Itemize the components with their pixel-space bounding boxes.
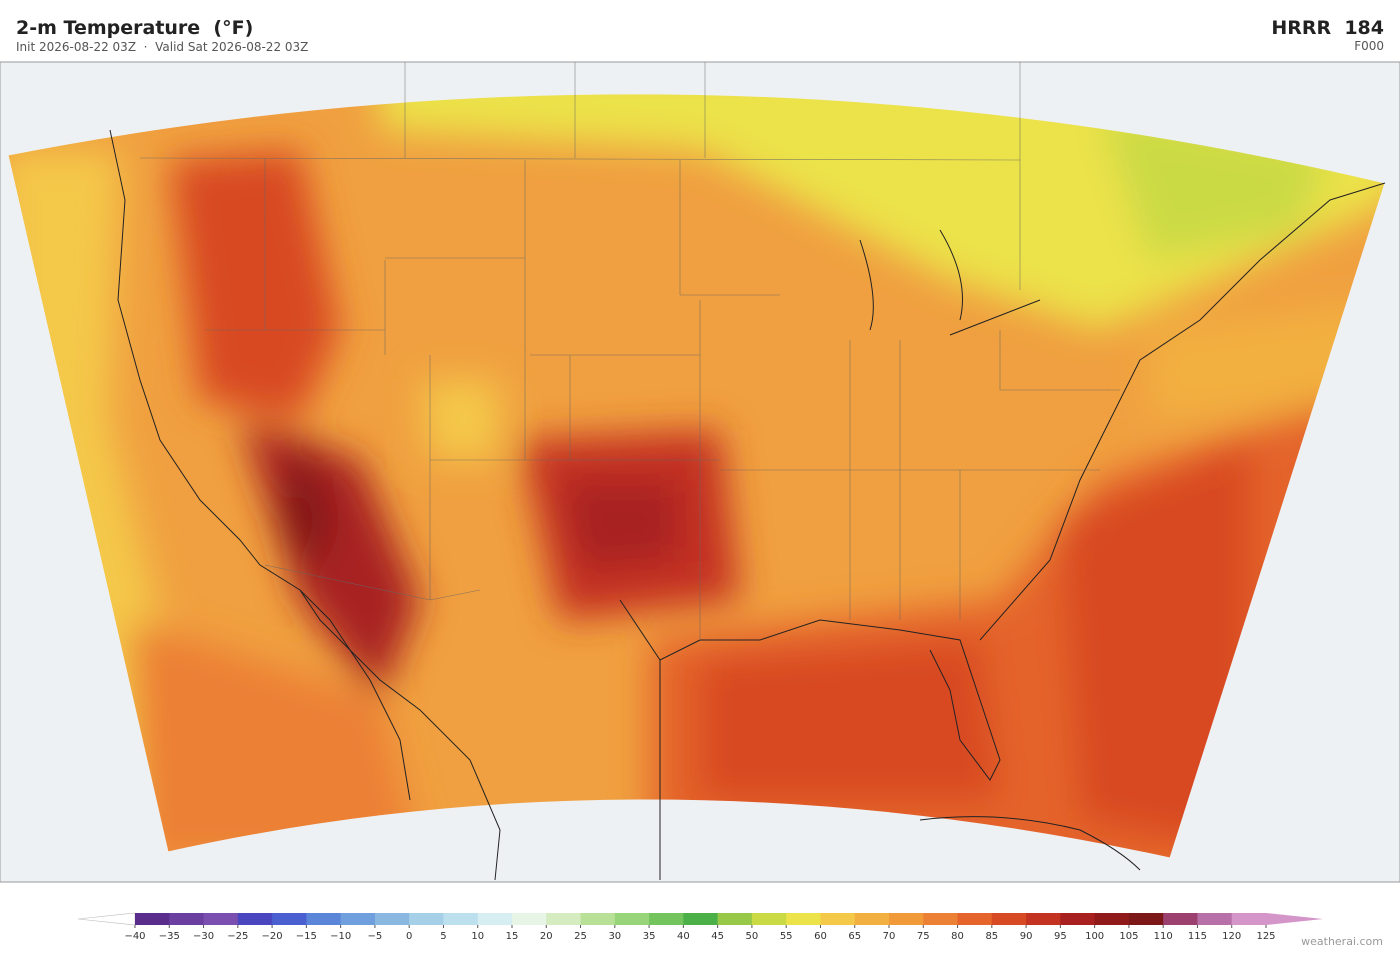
colorbar-segment — [546, 913, 582, 925]
colorbar-tick-label: −40 — [124, 931, 145, 942]
state-borders — [139, 62, 1120, 640]
colorbar-segment — [991, 913, 1027, 925]
forecast-hour: F000 — [1354, 39, 1384, 53]
colorbar-tick-label: 5 — [440, 931, 446, 942]
colorbar-segment — [751, 913, 787, 925]
colorbar-tick-label: 100 — [1085, 931, 1104, 942]
colorbar-tick-label: 20 — [540, 931, 553, 942]
colorbar-tick-label: −15 — [296, 931, 317, 942]
colorbar-segment — [1231, 913, 1267, 925]
colorbar-segment — [306, 913, 342, 925]
colorbar-tick-label: 35 — [643, 931, 656, 942]
colorbar-segment — [409, 913, 444, 925]
title: 2-m Temperature (°F) — [16, 17, 253, 39]
colorbar-segment — [272, 913, 307, 925]
colorbar-segment — [957, 913, 993, 925]
colorbar-tick-label: −10 — [330, 931, 351, 942]
colorbar: −40 −35 −30 −25 −20 −15 −10 −5 0 5 10 15 20 25 30 35 40 4… — [77, 912, 1323, 942]
colorbar-tick-label: 95 — [1054, 931, 1067, 942]
colorbar-tick-label: −20 — [262, 931, 283, 942]
colorbar-tick-label: 90 — [1020, 931, 1033, 942]
colorbar-segment — [443, 913, 479, 925]
colorbar-tick-label: 45 — [711, 931, 724, 942]
colorbar-segment — [477, 913, 513, 925]
colorbar-segment — [374, 913, 410, 925]
colorbar-tick-label: 75 — [917, 931, 930, 942]
colorbar-segment — [923, 913, 959, 925]
colorbar-segment — [854, 913, 890, 925]
colorbar-segment — [820, 913, 856, 925]
colorbar-tick-label: 60 — [814, 931, 827, 942]
colorbar-tick-label: 70 — [883, 931, 896, 942]
colorbar-segment — [683, 913, 719, 925]
colorbar-tick-label: 65 — [848, 931, 861, 942]
colorbar-tick-label: −35 — [159, 931, 180, 942]
colorbar-tick-label: 10 — [471, 931, 484, 942]
colorbar-under — [77, 912, 136, 926]
colorbar-segment — [717, 913, 753, 925]
model-label: HRRR 184 — [1271, 17, 1384, 39]
colorbar-tick-label: −25 — [227, 931, 248, 942]
coastlines — [109, 129, 1386, 881]
colorbar-segment — [1060, 913, 1096, 925]
credit: weatherai.com — [1301, 935, 1383, 948]
colorbar-segment — [1128, 913, 1164, 925]
colorbar-tick-label: 115 — [1188, 931, 1207, 942]
colorbar-segment — [203, 913, 239, 925]
colorbar-segment — [135, 913, 170, 925]
colorbar-over — [1266, 913, 1323, 925]
colorbar-segment — [614, 913, 650, 925]
colorbar-segment — [580, 913, 616, 925]
colorbar-tick-label: 50 — [746, 931, 759, 942]
colorbar-tick-label: 15 — [506, 931, 519, 942]
colorbar-tick-label: 55 — [780, 931, 793, 942]
colorbar-segment — [1197, 913, 1233, 925]
colorbar-tick-label: 120 — [1222, 931, 1241, 942]
colorbar-tick-label: 30 — [608, 931, 621, 942]
colorbar-tick-label: 25 — [574, 931, 587, 942]
colorbar-segment — [1026, 913, 1061, 925]
colorbar-segment — [786, 913, 821, 925]
colorbar-segment — [169, 913, 205, 925]
colorbar-tick-label: 85 — [985, 931, 998, 942]
colorbar-tick-label: 110 — [1154, 931, 1173, 942]
colorbar-segment — [237, 913, 273, 925]
colorbar-tick-label: 0 — [406, 931, 412, 942]
colorbar-tick-label: 80 — [951, 931, 964, 942]
colorbar-segment — [340, 913, 376, 925]
domain-outline — [7, 93, 1386, 859]
subtitle: Init 2026-08-22 03Z · Valid Sat 2026-08-… — [16, 40, 308, 54]
colorbar-segment — [889, 913, 924, 925]
colorbar-tick-label: 40 — [677, 931, 690, 942]
colorbar-segment — [649, 913, 684, 925]
colorbar-tick-label: −30 — [193, 931, 214, 942]
colorbar-tick-label: −5 — [368, 931, 383, 942]
colorbar-segment — [1094, 913, 1130, 925]
colorbar-tick-label: 105 — [1119, 931, 1138, 942]
colorbar-tick-label: 125 — [1256, 931, 1275, 942]
colorbar-segment — [512, 913, 547, 925]
colorbar-segment — [1163, 913, 1198, 925]
